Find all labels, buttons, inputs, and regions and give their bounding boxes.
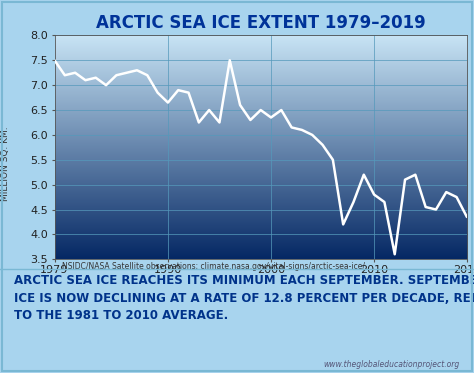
Text: NSIDC/NASA Satellite observations; climate.nasa.gov/vital-signs/arctic-sea-ice/: NSIDC/NASA Satellite observations; clima… xyxy=(62,262,365,271)
Title: ARCTIC SEA ICE EXTENT 1979–2019: ARCTIC SEA ICE EXTENT 1979–2019 xyxy=(96,15,426,32)
Text: www.theglobaleducationproject.org: www.theglobaleducationproject.org xyxy=(324,360,460,369)
Text: MILLION SQ. KM.: MILLION SQ. KM. xyxy=(1,127,10,201)
Text: ARCTIC SEA ICE REACHES ITS MINIMUM EACH SEPTEMBER. SEPTEMBER SEA
ICE IS NOW DECL: ARCTIC SEA ICE REACHES ITS MINIMUM EACH … xyxy=(14,274,474,322)
